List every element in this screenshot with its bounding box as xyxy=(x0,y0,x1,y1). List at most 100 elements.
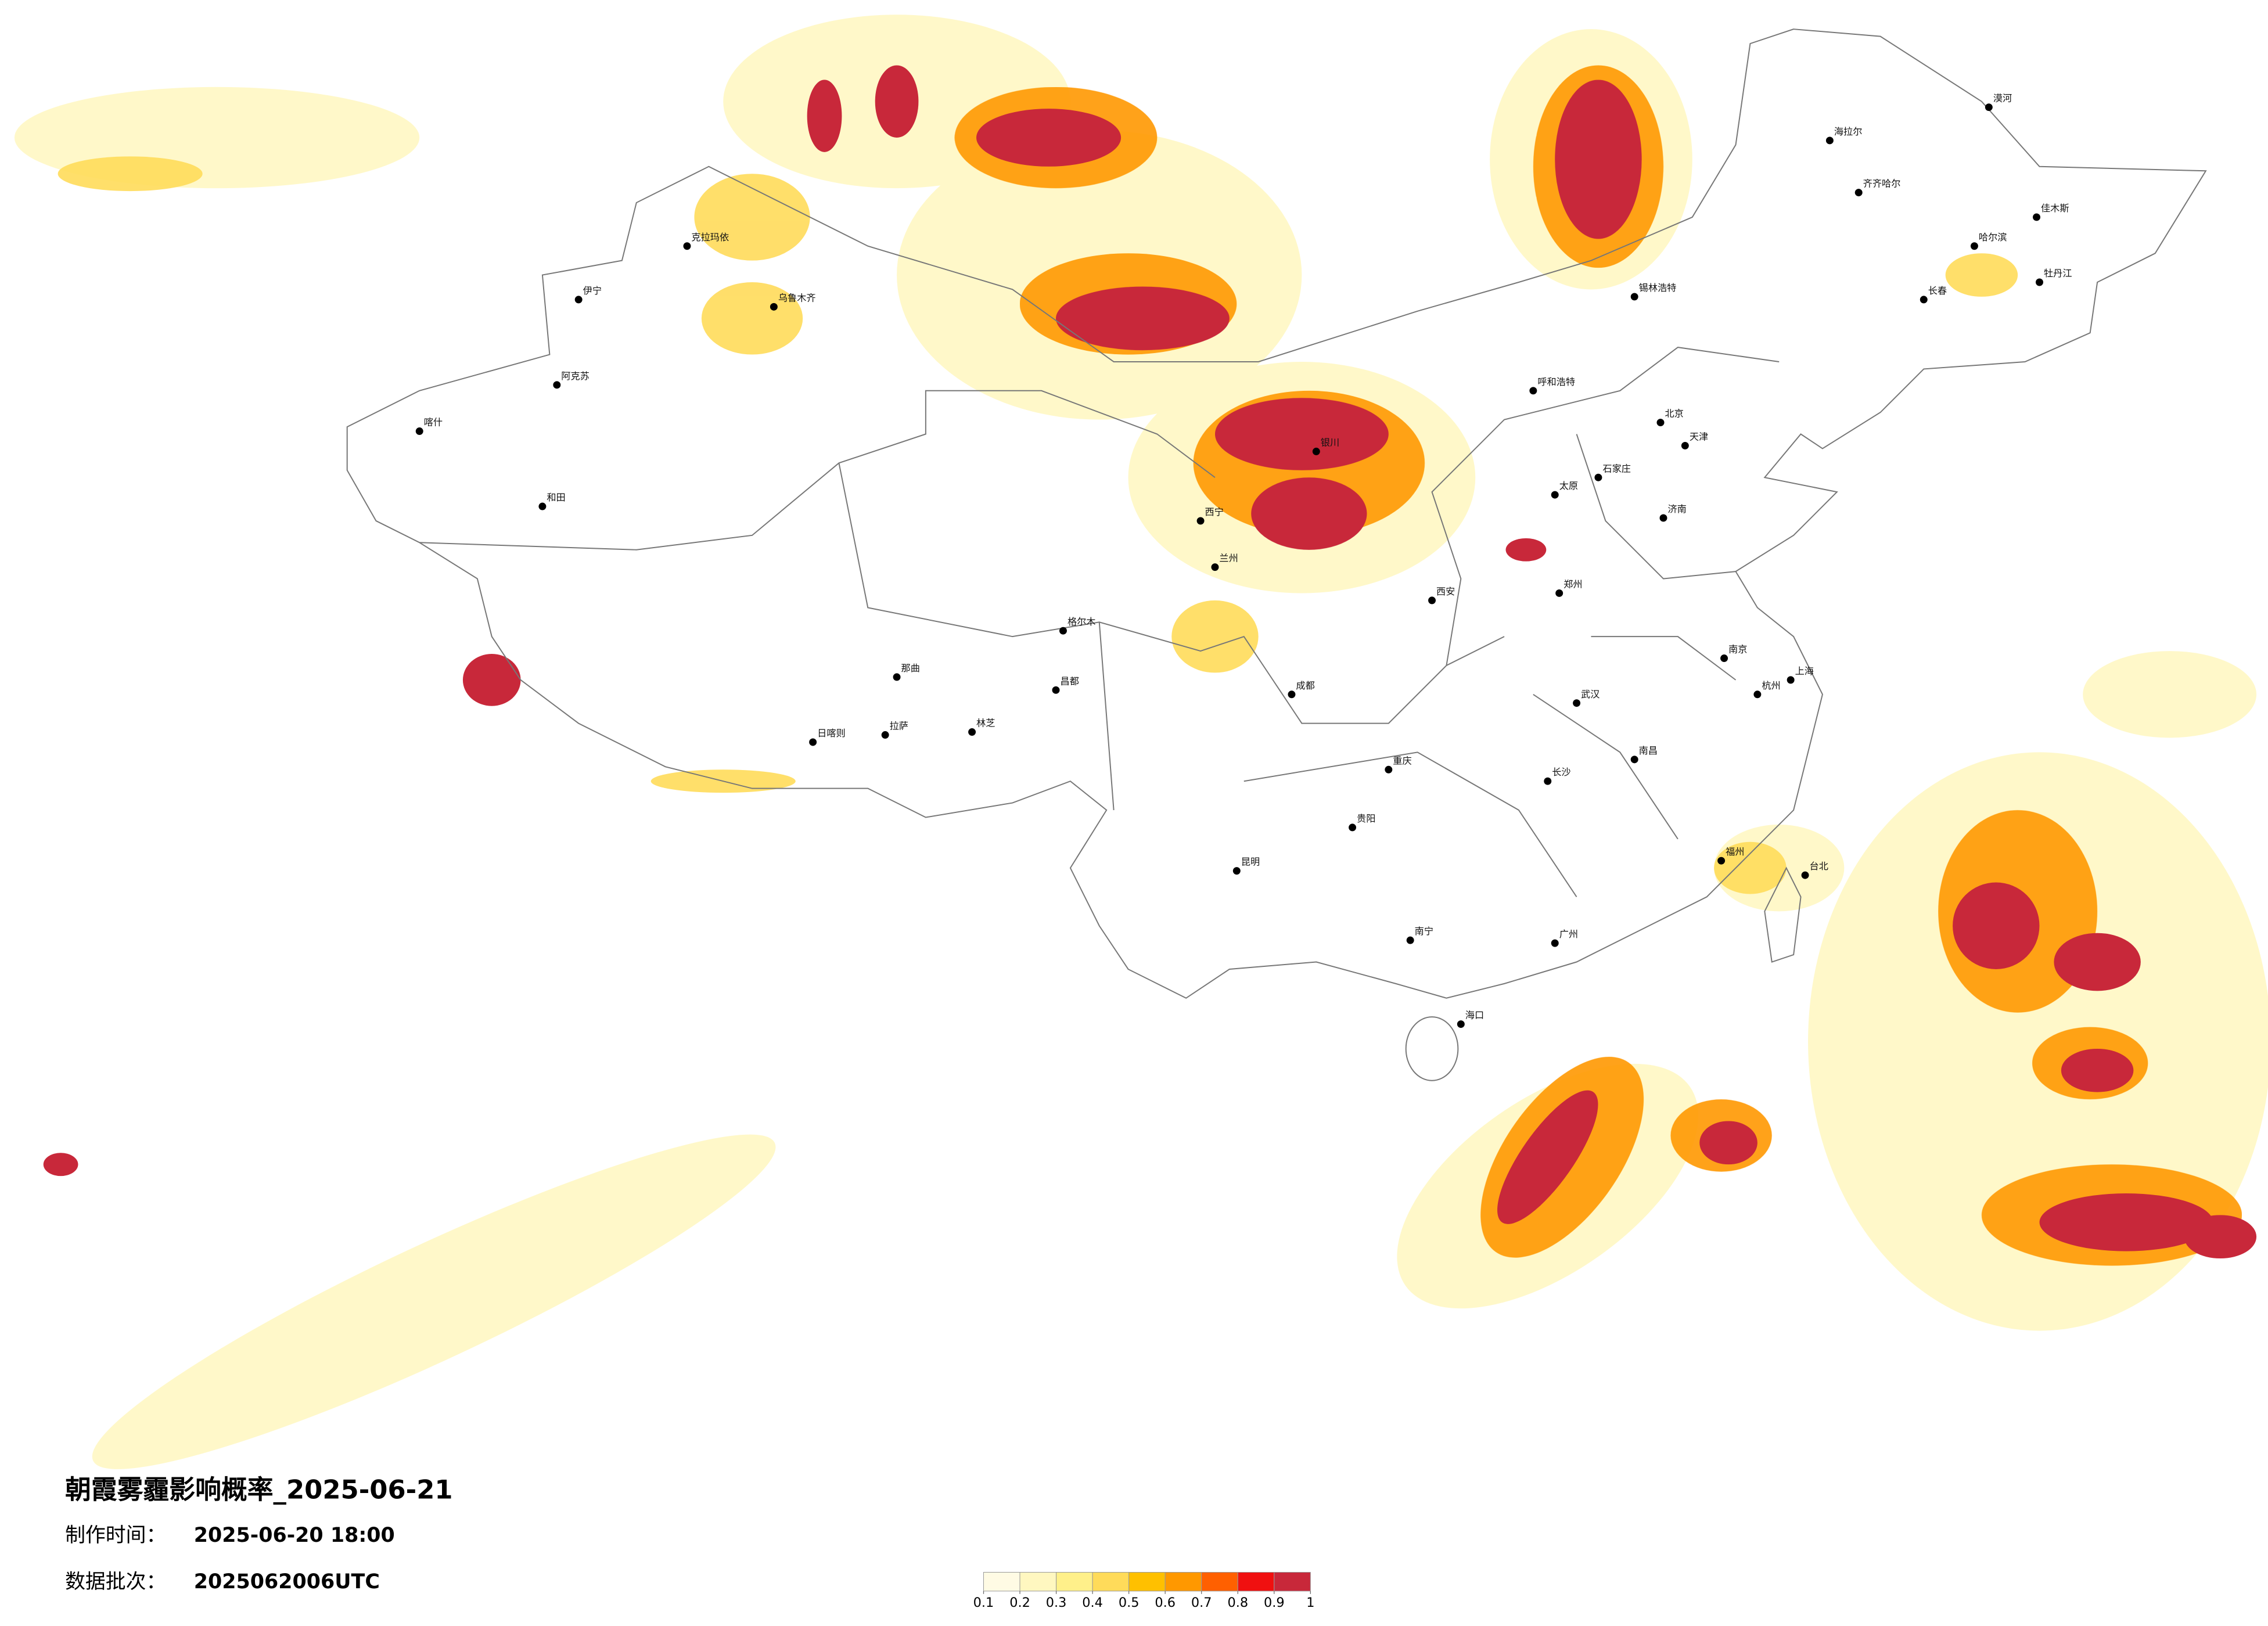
city-label: 石家庄 xyxy=(1602,463,1631,474)
city-dot xyxy=(1970,242,1978,250)
legend-swatch xyxy=(1128,1571,1166,1592)
city-dot xyxy=(415,427,423,436)
city-dot xyxy=(1551,491,1559,499)
city-dot xyxy=(881,731,889,739)
city-label: 上海 xyxy=(1795,665,1814,677)
city-dot xyxy=(1656,419,1665,427)
city-dot xyxy=(683,242,691,250)
legend-tick-label: 0.5 xyxy=(1119,1595,1140,1610)
fog-layer xyxy=(14,15,2268,1469)
legend-swatch xyxy=(1092,1571,1130,1592)
city-dot xyxy=(1551,939,1559,947)
city-label: 克拉玛依 xyxy=(691,232,729,243)
city-dot xyxy=(1555,589,1563,597)
city-dot xyxy=(2036,278,2043,286)
city-label: 和田 xyxy=(547,492,565,503)
city-dot xyxy=(538,502,547,510)
city-dot xyxy=(1681,441,1689,449)
city-label: 昌都 xyxy=(1060,675,1079,686)
city-label: 昆明 xyxy=(1241,857,1260,868)
city-label: 杭州 xyxy=(1762,680,1780,691)
city-dot xyxy=(1312,447,1320,455)
city-dot xyxy=(574,296,583,304)
city-dot xyxy=(1544,777,1552,785)
city-dot xyxy=(1529,387,1537,395)
city-label: 广州 xyxy=(1559,929,1578,940)
city-dot xyxy=(1428,596,1436,605)
legend-tick-label: 0.1 xyxy=(973,1595,994,1610)
city-dot xyxy=(553,381,561,389)
city-label: 拉萨 xyxy=(890,721,908,732)
legend-swatch xyxy=(1056,1571,1093,1592)
city-label: 呼和浩特 xyxy=(1537,376,1575,387)
city-dot xyxy=(893,673,901,681)
legend-tick-label: 0.6 xyxy=(1155,1595,1176,1610)
made-time-value: 2025-06-20 18:00 xyxy=(194,1524,395,1547)
city-dot xyxy=(1349,823,1357,832)
city-dot xyxy=(1232,867,1241,875)
city-dot xyxy=(1211,563,1219,571)
legend-swatch xyxy=(1201,1571,1238,1592)
city-dot xyxy=(770,303,778,311)
city-label: 那曲 xyxy=(901,663,920,674)
city-dot xyxy=(1787,676,1795,684)
city-dot xyxy=(1717,857,1726,865)
legend-swatch xyxy=(1274,1571,1311,1592)
legend-swatch xyxy=(1019,1571,1057,1592)
city-dot xyxy=(1630,756,1638,764)
city-label: 长春 xyxy=(1928,285,1947,296)
city-label: 锡林浩特 xyxy=(1639,282,1677,293)
legend-swatch xyxy=(1164,1571,1202,1592)
city-label: 武汉 xyxy=(1581,689,1600,700)
batch-value: 2025062006UTC xyxy=(194,1570,380,1593)
city-label: 牡丹江 xyxy=(2044,268,2072,279)
legend-tick-label: 0.3 xyxy=(1046,1595,1067,1610)
borders xyxy=(346,28,2207,1081)
city-label: 乌鲁木齐 xyxy=(778,292,816,303)
legend-tick-label: 0.4 xyxy=(1082,1595,1103,1610)
city-dot xyxy=(1457,1020,1465,1028)
city-label: 北京 xyxy=(1665,408,1683,419)
city-dot xyxy=(1406,936,1414,944)
city-label: 重庆 xyxy=(1393,755,1411,766)
city-label: 南宁 xyxy=(1415,926,1433,937)
batch-label: 数据批次： xyxy=(65,1570,166,1593)
city-label: 郑州 xyxy=(1563,578,1582,589)
city-dot xyxy=(2033,213,2041,221)
city-label: 西宁 xyxy=(1205,506,1224,517)
city-dot xyxy=(1385,765,1393,774)
city-label: 哈尔滨 xyxy=(1979,232,2007,243)
city-dot xyxy=(1801,871,1809,879)
city-dot xyxy=(1753,690,1762,699)
city-label: 南昌 xyxy=(1639,745,1658,756)
city-label: 阿克苏 xyxy=(561,370,590,382)
city-label: 福州 xyxy=(1726,846,1744,857)
legend-swatch xyxy=(1237,1571,1275,1592)
city-label: 日喀则 xyxy=(817,728,846,739)
city-label: 贵阳 xyxy=(1357,813,1375,824)
city-label: 海口 xyxy=(1465,1010,1484,1021)
city-label: 伊宁 xyxy=(583,285,602,296)
city-dot xyxy=(1573,699,1581,707)
city-label: 兰州 xyxy=(1219,553,1238,564)
city-label: 海拉尔 xyxy=(1834,126,1863,137)
city-dot xyxy=(968,728,976,736)
city-label: 齐齐哈尔 xyxy=(1863,178,1901,189)
city-dot xyxy=(1985,103,1993,111)
title: 朝霞雾霾影响概率_2025-06-21 xyxy=(65,1474,453,1505)
city-dot xyxy=(809,738,817,746)
city-label: 长沙 xyxy=(1552,767,1570,778)
city-label: 格尔木 xyxy=(1067,616,1096,627)
city-dot xyxy=(1288,690,1296,699)
legend-tick-label: 0.9 xyxy=(1264,1595,1285,1610)
city-dot xyxy=(1659,514,1667,522)
made-time-label: 制作时间： xyxy=(65,1524,166,1547)
city-dot xyxy=(1720,654,1728,662)
city-label: 济南 xyxy=(1667,503,1686,515)
city-dot xyxy=(1630,293,1638,301)
city-dot xyxy=(1920,296,1928,304)
city-label: 银川 xyxy=(1321,437,1339,448)
city-label: 太原 xyxy=(1559,480,1578,491)
